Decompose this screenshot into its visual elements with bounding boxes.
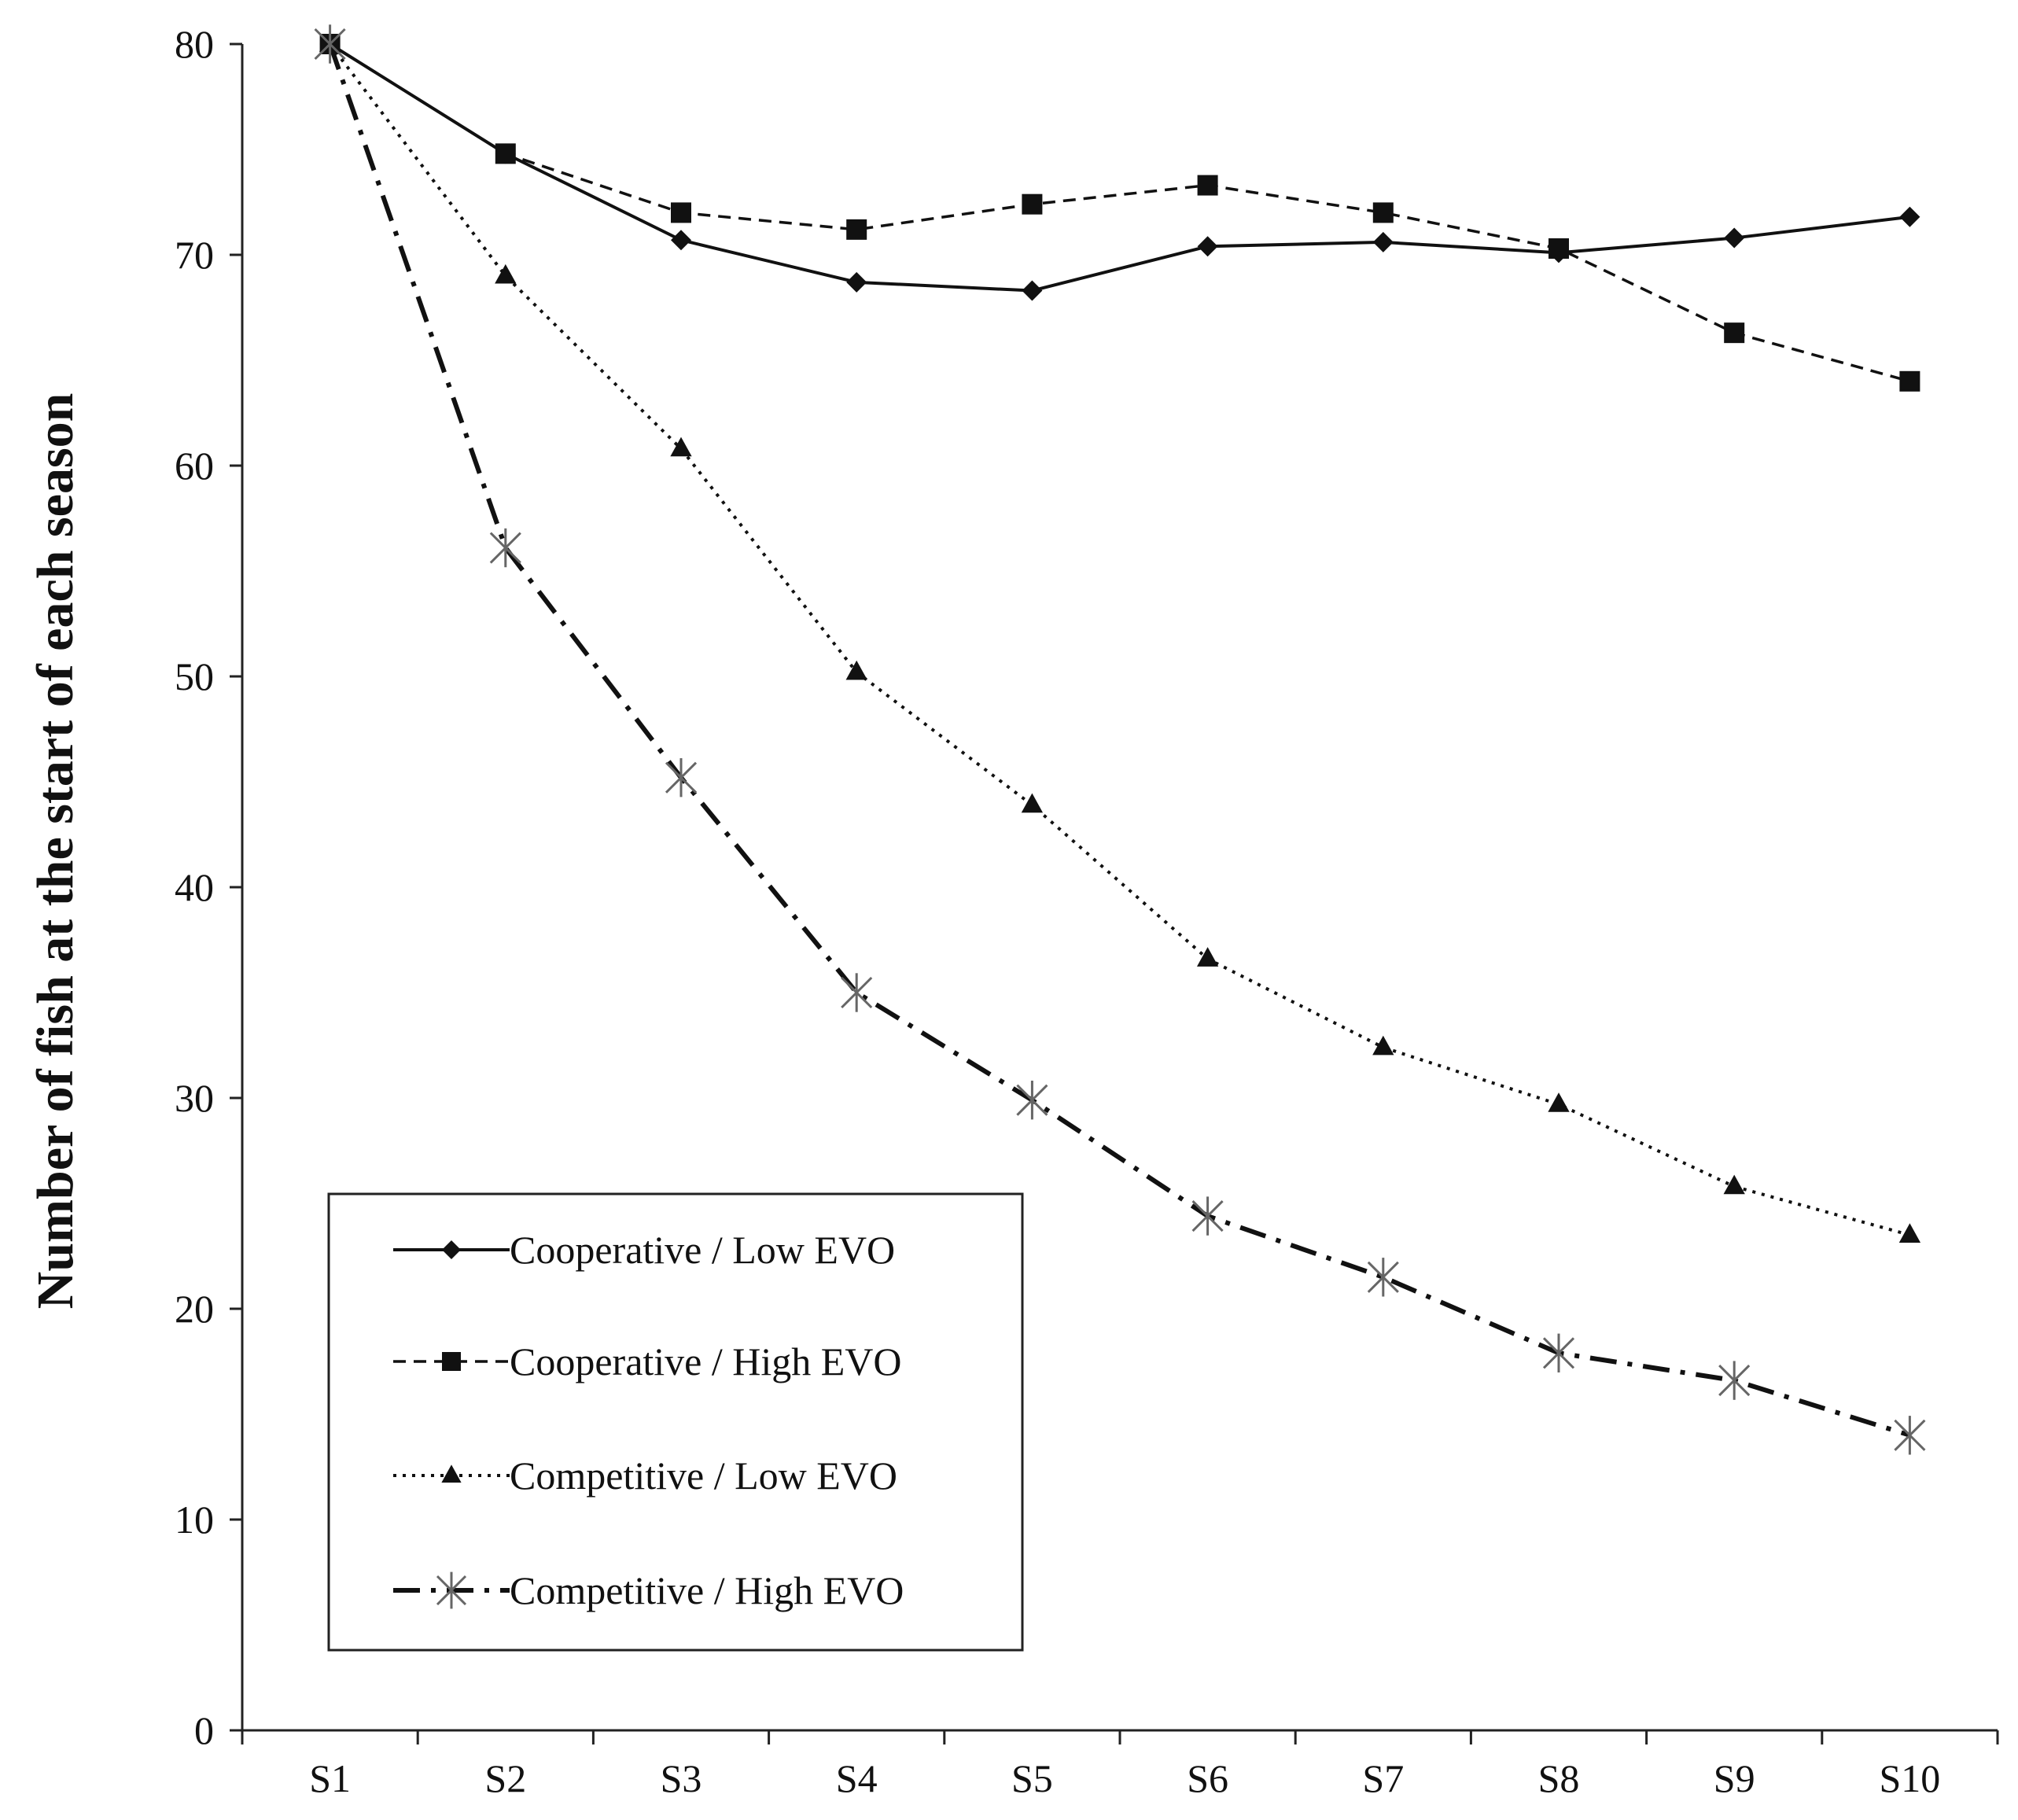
data-point bbox=[1021, 793, 1044, 813]
data-point bbox=[1022, 280, 1043, 301]
data-point bbox=[1542, 1333, 1575, 1372]
data-point bbox=[1723, 1174, 1745, 1195]
y-tick-label: 30 bbox=[175, 1076, 214, 1120]
x-axis: S1 S2 S3 S4 S5 S6 S7 S8 S9 S10 bbox=[241, 1729, 1999, 1800]
x-tick-label: S1 bbox=[309, 1756, 351, 1800]
data-point bbox=[1898, 1223, 1921, 1243]
legend-item: Cooperative / High EVO bbox=[393, 1339, 902, 1383]
data-point bbox=[671, 202, 691, 223]
legend-item: Competitive / High EVO bbox=[393, 1568, 904, 1612]
data-point bbox=[846, 271, 867, 293]
y-tick-label: 10 bbox=[175, 1498, 214, 1542]
legend-marker bbox=[436, 1571, 467, 1609]
legend: Cooperative / Low EVO Cooperative / High … bbox=[327, 1192, 1024, 1652]
series-2 bbox=[319, 34, 1920, 392]
series-line bbox=[329, 42, 1910, 383]
data-point bbox=[845, 660, 867, 680]
y-tick-label: 80 bbox=[175, 22, 214, 66]
legend-label: Competitive / High EVO bbox=[510, 1568, 904, 1612]
data-point bbox=[489, 528, 521, 568]
y-tick-label: 40 bbox=[175, 865, 214, 909]
data-point bbox=[1016, 1080, 1048, 1120]
legend-item: Cooperative / Low EVO bbox=[393, 1228, 895, 1272]
data-point bbox=[1372, 231, 1394, 252]
data-point bbox=[671, 230, 691, 251]
data-point bbox=[1894, 1416, 1926, 1455]
data-point bbox=[1724, 227, 1745, 249]
data-point bbox=[1548, 238, 1569, 259]
legend-marker bbox=[442, 1352, 461, 1371]
y-tick-label: 0 bbox=[194, 1708, 214, 1752]
x-tick-label: S8 bbox=[1538, 1756, 1580, 1800]
y-axis: 0 10 20 30 40 50 60 70 80 bbox=[175, 22, 244, 1752]
x-tick-label: S3 bbox=[661, 1756, 702, 1800]
data-point bbox=[846, 219, 867, 240]
y-tick-label: 60 bbox=[175, 444, 214, 488]
data-point bbox=[1197, 175, 1218, 196]
data-point bbox=[1367, 1258, 1399, 1297]
legend-marker bbox=[442, 1240, 461, 1259]
data-point bbox=[1022, 193, 1043, 215]
data-point bbox=[314, 24, 346, 64]
plot-area bbox=[314, 24, 1926, 1455]
x-tick-label: S5 bbox=[1011, 1756, 1053, 1800]
data-point bbox=[1724, 322, 1745, 344]
series-4 bbox=[314, 24, 1926, 1455]
x-tick-label: S7 bbox=[1362, 1756, 1404, 1800]
data-point bbox=[1718, 1361, 1751, 1400]
data-point bbox=[1548, 1092, 1570, 1112]
y-axis-title: Number of fish at the start of each seas… bbox=[27, 393, 84, 1310]
data-point bbox=[665, 757, 698, 798]
y-tick-label: 70 bbox=[175, 233, 214, 277]
x-tick-label: S4 bbox=[836, 1756, 878, 1800]
series-3 bbox=[319, 32, 1921, 1243]
data-point bbox=[1197, 236, 1218, 257]
x-tick-label: S6 bbox=[1187, 1756, 1228, 1800]
x-tick-label: S2 bbox=[484, 1756, 526, 1800]
data-point bbox=[1899, 370, 1920, 392]
legend-box bbox=[327, 1192, 1024, 1652]
y-tick-label: 20 bbox=[175, 1287, 214, 1331]
data-point bbox=[1191, 1196, 1224, 1236]
x-tick-label: S10 bbox=[1879, 1756, 1940, 1800]
data-point bbox=[841, 973, 873, 1012]
legend-marker bbox=[441, 1464, 462, 1483]
legend-label: Cooperative / Low EVO bbox=[510, 1228, 895, 1272]
data-point bbox=[1899, 206, 1920, 227]
data-point bbox=[495, 143, 516, 164]
series-line bbox=[329, 42, 1910, 293]
y-tick-label: 50 bbox=[175, 654, 214, 698]
data-point bbox=[670, 437, 692, 457]
data-point bbox=[1372, 1035, 1394, 1056]
legend-label: Competitive / Low EVO bbox=[510, 1453, 897, 1498]
series-line bbox=[327, 43, 1911, 1438]
data-point bbox=[495, 263, 517, 284]
legend-label: Cooperative / High EVO bbox=[510, 1339, 902, 1383]
legend-item: Competitive / Low EVO bbox=[393, 1453, 897, 1498]
data-point bbox=[1196, 947, 1219, 967]
data-point bbox=[1372, 202, 1394, 223]
x-tick-label: S9 bbox=[1714, 1756, 1755, 1800]
